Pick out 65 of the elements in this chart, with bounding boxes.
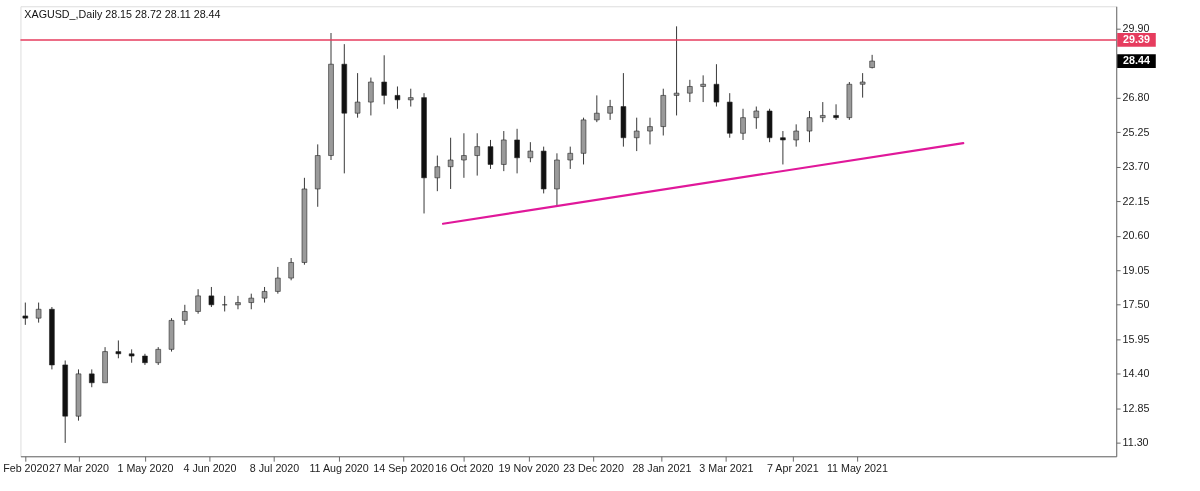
candlestick — [700, 74, 706, 103]
x-tick-label: 8 Jul 2020 — [249, 462, 300, 475]
y-tick-label: 19.05 — [1122, 263, 1150, 276]
x-tick-label: 27 Mar 2020 — [48, 462, 110, 475]
candlestick — [673, 25, 680, 116]
x-tick-label: 23 Dec 2020 — [563, 462, 624, 475]
candlestick — [806, 110, 813, 143]
x-tick-label: 7 Apr 2021 — [766, 462, 819, 475]
candlestick — [235, 295, 241, 310]
x-tick-label: Feb 2020 — [3, 462, 49, 475]
candlestick — [753, 106, 760, 130]
y-tick-label: 25.25 — [1122, 125, 1150, 138]
candlestick — [381, 54, 387, 105]
y-tick-label: 29.90 — [1122, 21, 1150, 34]
candlestick — [447, 137, 454, 190]
candlestick — [527, 141, 534, 163]
candlestick — [461, 132, 467, 179]
candlestick — [780, 130, 786, 165]
y-tick-label: 20.60 — [1122, 229, 1150, 242]
candlestick — [647, 117, 653, 145]
x-tick-label: 11 Aug 2020 — [309, 462, 369, 475]
candlestick — [514, 128, 520, 174]
y-tick-label: 26.80 — [1122, 91, 1150, 104]
y-tick-label: 23.70 — [1122, 160, 1150, 173]
candlestick — [368, 77, 374, 116]
candlestick — [859, 72, 866, 99]
candlestick — [354, 72, 361, 119]
candlestick — [713, 63, 720, 108]
candlestick — [35, 302, 42, 324]
candlestick — [275, 266, 281, 295]
candlestick — [594, 94, 600, 123]
y-tick-label: 11.30 — [1122, 436, 1149, 449]
candlestick — [833, 103, 839, 121]
candlestick — [474, 132, 480, 177]
text: 28.44 — [1123, 54, 1150, 67]
x-tick-label: 19 Nov 2020 — [498, 462, 560, 475]
y-tick-label: 12.85 — [1122, 401, 1150, 414]
candlestick — [434, 155, 441, 192]
candlestick — [288, 257, 294, 281]
candlestick — [633, 117, 640, 152]
candlestick — [22, 302, 29, 326]
y-tick-label: 15.95 — [1122, 332, 1150, 345]
candlestick — [607, 99, 613, 121]
ref-line-label: 29.39 — [1123, 32, 1150, 45]
y-tick-label: 14.40 — [1122, 367, 1150, 380]
candlestick — [687, 79, 693, 103]
x-tick-label: 14 Sep 2020 — [373, 462, 435, 475]
y-tick-label: 17.50 — [1122, 298, 1150, 311]
candlestick — [793, 123, 799, 148]
candlestick — [567, 146, 573, 170]
candlestick — [195, 288, 201, 315]
x-tick-label: 11 May 2021 — [826, 462, 889, 475]
x-tick-label: 28 Jan 2021 — [632, 462, 692, 475]
x-tick-label: 3 Mar 2021 — [699, 462, 754, 475]
x-tick-label: 1 May 2020 — [117, 462, 174, 475]
candlestick — [394, 85, 401, 110]
y-tick-label: 22.15 — [1122, 194, 1150, 207]
x-tick-label: 4 Jun 2020 — [183, 462, 237, 475]
x-tick-label: 16 Oct 2020 — [435, 462, 494, 475]
candlestick — [740, 108, 746, 141]
candlestick — [487, 139, 494, 170]
candlestick — [820, 101, 826, 123]
chart-title: XAGUSD_,Daily 28.15 28.72 28.11 28.44 — [24, 7, 221, 20]
candlestick — [182, 304, 188, 326]
candlestick — [208, 286, 215, 308]
